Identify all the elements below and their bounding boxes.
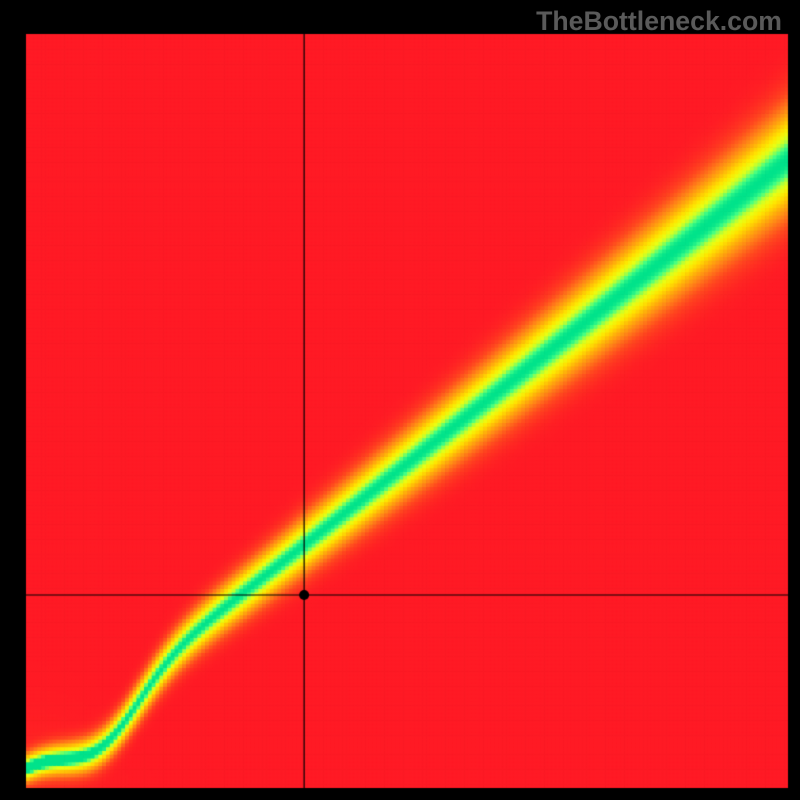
bottleneck-heatmap-canvas	[0, 0, 800, 800]
chart-container: TheBottleneck.com	[0, 0, 800, 800]
watermark-text: TheBottleneck.com	[536, 6, 782, 37]
